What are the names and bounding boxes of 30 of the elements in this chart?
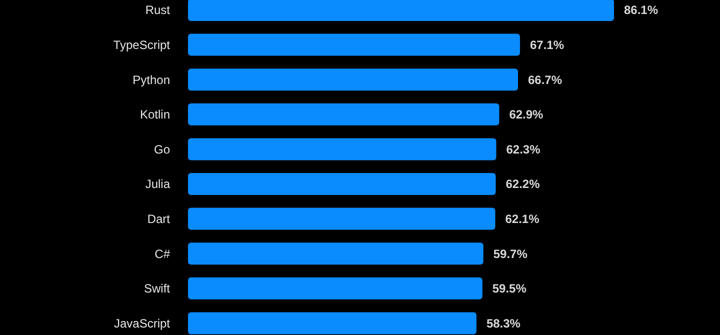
y-tick-label: JavaScript [114,316,171,330]
bar [188,312,476,334]
y-tick-label: Dart [147,212,171,226]
bar [188,277,482,300]
data-label: 86.1% [624,3,658,18]
data-label: 66.7% [528,72,562,87]
y-tick-label: TypeScript [113,38,171,52]
data-label: 62.9% [509,108,544,122]
data-label: 62.2% [506,177,540,192]
bar [188,242,484,265]
bar [188,68,518,91]
y-tick-label: C# [154,246,170,261]
bar [188,103,500,126]
y-tick-label: Go [154,142,170,156]
data-label: 59.7% [493,246,528,261]
y-tick-label: Rust [145,3,171,18]
y-tick-label: Python [132,72,170,87]
y-tick-label: Julia [145,177,170,192]
data-label: 59.5% [492,282,527,296]
bar [188,173,496,195]
bar [188,138,496,160]
bar [188,0,614,21]
y-tick-label: Kotlin [140,108,170,122]
data-label: 62.3% [506,142,541,156]
data-label: 62.1% [505,212,540,226]
data-label: 58.3% [486,316,521,330]
bar [188,208,496,230]
y-tick-label: Swift [144,282,171,296]
bar [188,34,520,56]
data-label: 67.1% [530,38,564,52]
